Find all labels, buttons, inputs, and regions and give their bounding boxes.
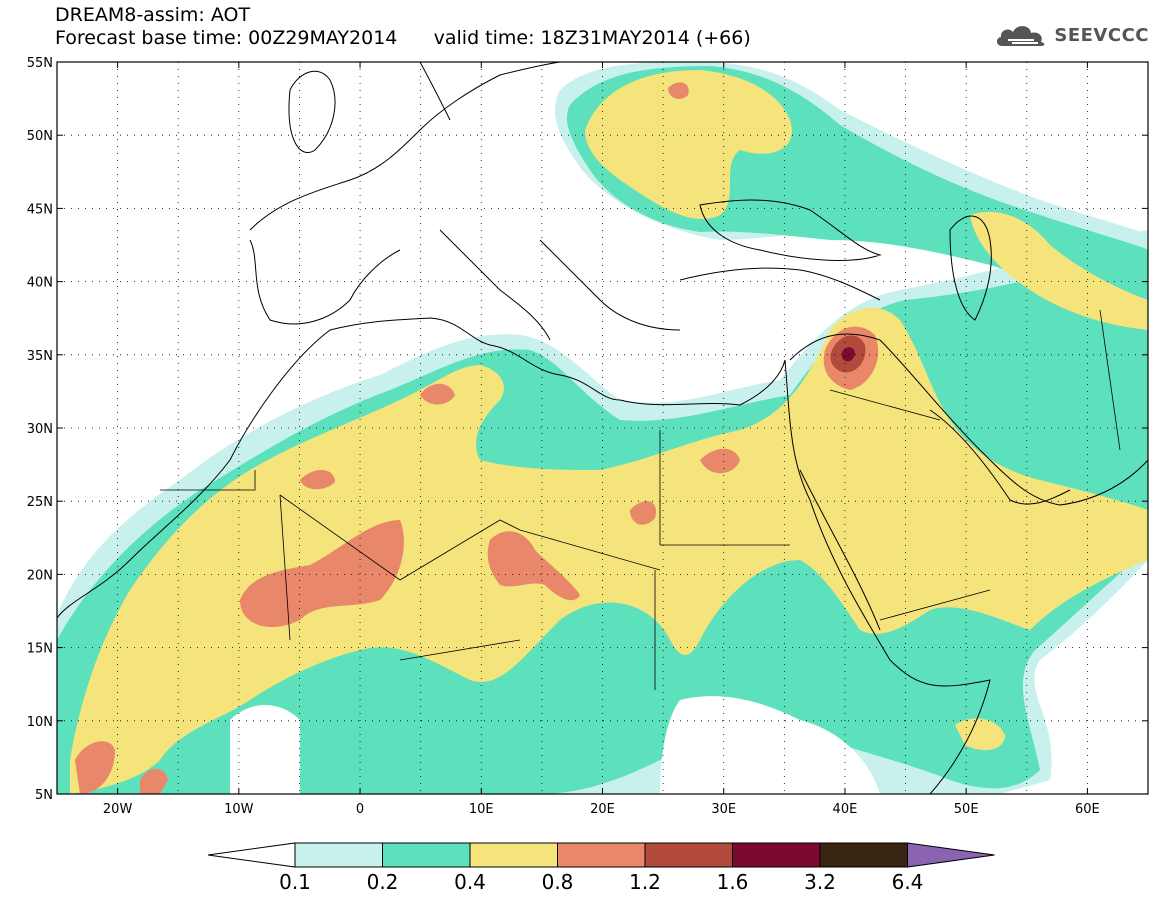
longitude-labels: 20W 10W 0 10E 20E 30E 40E 50E 60E	[103, 62, 1100, 817]
lat-tick-label: 25N	[27, 495, 53, 510]
black-sea	[699, 199, 882, 261]
lat-tick-label: 50N	[27, 129, 53, 144]
aot-0.8-guinea	[75, 741, 115, 794]
title-product: DREAM8-assim: AOT	[55, 4, 251, 26]
colorbar-swatch	[469, 842, 558, 868]
border-libya-chad	[519, 529, 661, 571]
turkey-coast	[679, 267, 881, 301]
lat-tick-label: 55N	[27, 56, 53, 71]
colorbar-under-arrow	[207, 842, 296, 868]
lon-tick-label: 20E	[590, 802, 615, 817]
colorbar-over-arrow	[907, 842, 995, 868]
aot-1.6-syria-core	[842, 347, 855, 362]
colorbar-swatch	[294, 842, 383, 868]
border-iraq-saudi	[829, 389, 941, 421]
lat-tick-label: 15N	[27, 642, 53, 657]
colorbar-label: 1.6	[717, 870, 749, 894]
colorbar-swatch	[382, 842, 471, 868]
aot-0.8-algeria	[420, 383, 455, 405]
colorbar-label: 0.8	[542, 870, 574, 894]
lon-tick-label: 50E	[954, 802, 979, 817]
colorbar: 0.1 0.2 0.4 0.8 1.2 1.6 3.2 6.4	[207, 842, 995, 894]
aot-0.8-egypt	[700, 448, 740, 474]
aot-0.8-chad	[487, 531, 580, 601]
cloud-icon	[997, 26, 1045, 46]
title-times: Forecast base time: 00Z29MAY2014 valid t…	[55, 27, 751, 50]
coastlines	[57, 62, 1148, 794]
caspian-sea	[949, 215, 992, 321]
balkans-coast	[539, 239, 681, 331]
border-mauritania-mali	[279, 494, 291, 641]
aot-0.4-east-europe	[585, 70, 792, 220]
lat-tick-label: 40N	[27, 276, 53, 291]
seevccc-logo: SEEVCCC	[994, 20, 1149, 50]
africa-coast	[57, 317, 991, 794]
lat-tick-label: 45N	[27, 202, 53, 217]
lon-tick-label: 20W	[103, 802, 133, 817]
lat-tick-label: 10N	[27, 715, 53, 730]
aot-0.8-sierra	[140, 768, 168, 794]
border-western-sahara	[160, 470, 256, 491]
colorbar-label: 6.4	[892, 870, 924, 894]
latitude-labels: 55N 50N 45N 40N 35N 30N 25N 20N 15N 10N 5N	[27, 56, 1148, 803]
iberia-coast	[249, 239, 401, 325]
lat-tick-label: 5N	[35, 788, 53, 803]
aot-0.4-sahara	[70, 307, 1148, 794]
colorbar-label: 0.2	[367, 870, 399, 894]
colorbar-label: 0.4	[454, 870, 486, 894]
aot-0.8-ukraine	[668, 82, 689, 99]
persian-gulf	[929, 409, 1071, 505]
colorbar-swatch	[732, 842, 821, 868]
colorbar-swatch	[557, 842, 646, 868]
aot-clear-west-africa-gap	[230, 705, 300, 794]
aot-0.4-caspian	[970, 211, 1148, 330]
border-iran-east	[1099, 309, 1121, 451]
red-sea-east	[799, 469, 881, 631]
border-niger-nigeria	[399, 639, 521, 661]
lat-tick-label: 30N	[27, 422, 53, 437]
aot-0.8-libya	[630, 501, 656, 525]
valid-time: valid time: 18Z31MAY2014 (+66)	[433, 27, 751, 49]
colorbar-label: 0.1	[279, 870, 311, 894]
border-saudi-yemen	[879, 589, 991, 621]
logo-text: SEEVCCC	[1054, 24, 1149, 46]
scandinavia-outline	[419, 62, 451, 121]
border-algeria-niger	[399, 519, 521, 581]
colorbar-label: 3.2	[804, 870, 836, 894]
aot-0.4-somalia	[955, 718, 1005, 751]
map-grid	[57, 62, 1148, 794]
lon-tick-label: 10E	[469, 802, 494, 817]
aot-0.8-mali	[240, 520, 404, 628]
arabia-coast	[789, 333, 1148, 506]
aot-0.4-arabia	[950, 526, 1055, 621]
lat-tick-label: 20N	[27, 568, 53, 583]
aot-field	[57, 62, 1148, 794]
lon-tick-label: 10W	[224, 802, 254, 817]
lon-tick-label: 40E	[833, 802, 858, 817]
map-title: DREAM8-assim: AOT Forecast base time: 00…	[55, 4, 751, 50]
lon-tick-label: 30E	[711, 802, 736, 817]
aot-0.8-mauritania	[300, 470, 335, 490]
italy-coast	[439, 229, 551, 341]
colorbar-swatch	[819, 842, 908, 868]
base-time: Forecast base time: 00Z29MAY2014	[55, 27, 398, 49]
colorbar-swatch	[644, 842, 733, 868]
lon-tick-label: 0	[356, 802, 364, 817]
lon-tick-label: 60E	[1075, 802, 1100, 817]
border-algeria-mali	[279, 494, 401, 581]
uk-outline	[288, 70, 336, 153]
lat-tick-label: 35N	[27, 349, 53, 364]
country-borders	[160, 309, 1121, 690]
europe-coast	[249, 62, 561, 231]
colorbar-label: 1.2	[629, 870, 661, 894]
